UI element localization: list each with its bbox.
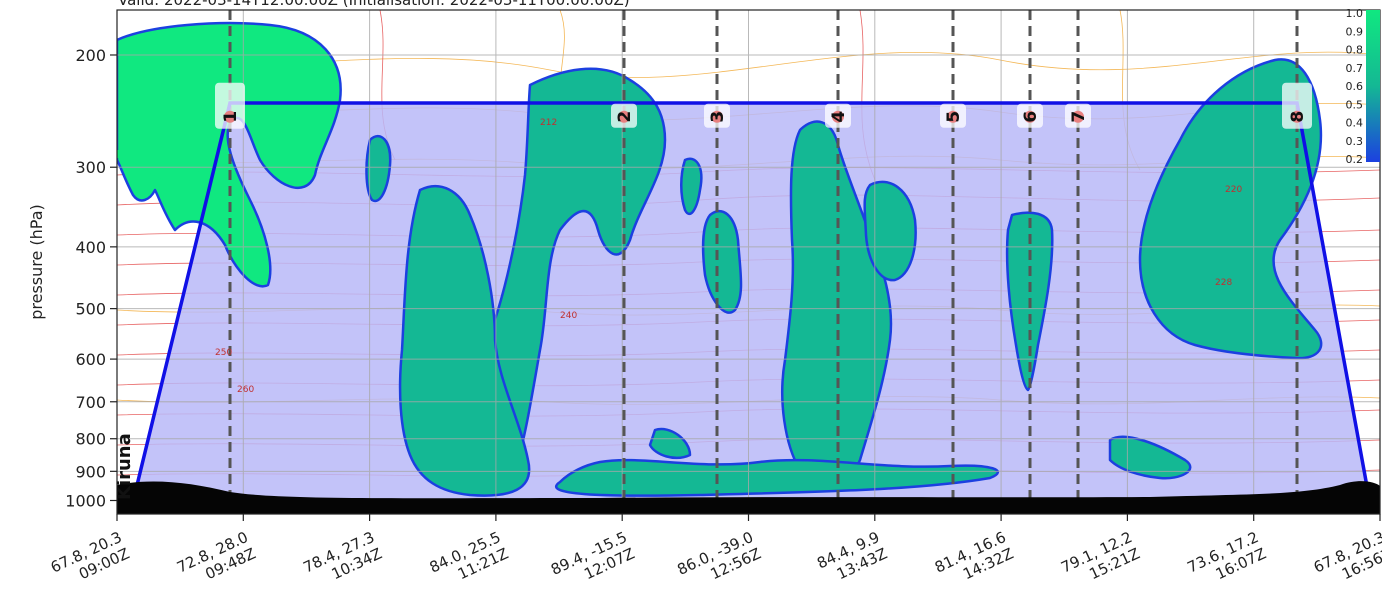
y-axis: 200 300 400 500 600 700 800 900 1000	[65, 46, 117, 510]
contour-label: 250	[215, 348, 232, 358]
contour-label: 260	[237, 385, 254, 395]
y-axis-label: pressure (hPa)	[27, 204, 46, 320]
x-tick-label: 89.4, -15.512:07Z	[548, 528, 637, 583]
colorbar-gradient	[1366, 10, 1380, 162]
waypoint-markers: 1 2 3 4 5 6 7 8	[215, 82, 1312, 129]
flight-path	[128, 101, 1374, 514]
y-tick-label: 300	[75, 158, 106, 177]
waypoint-dot	[224, 110, 236, 123]
colorbar-tick-label: 0.8	[1346, 44, 1364, 57]
waypoint-label[interactable]: 5	[944, 111, 964, 123]
x-tick-label: 73.6, 17.216:07Z	[1185, 528, 1269, 583]
contour-label: 220	[1225, 185, 1242, 195]
y-tick-label: 1000	[65, 491, 106, 510]
x-tick-label: 67.8, 20.309:00Z	[48, 528, 132, 583]
waypoint-dot	[832, 110, 844, 123]
x-tick-label: 79.1, 12.215:21Z	[1058, 528, 1142, 583]
contour-label: 240	[560, 311, 577, 321]
x-tick-label: 84.0, 25.511:21Z	[427, 528, 511, 583]
waypoint-label[interactable]: 7	[1069, 111, 1089, 123]
y-tick-label: 900	[75, 462, 106, 481]
valid-time-header: Valid: 2022-03-14T12:00:00Z (Initialisat…	[118, 0, 630, 9]
waypoint-dot	[1024, 110, 1036, 123]
x-tick-label: 78.4, 27.310:34Z	[300, 528, 384, 583]
ground-terrain	[117, 481, 1380, 514]
x-tick-label: 72.8, 28.009:48Z	[174, 528, 258, 583]
colorbar: 1.0 0.9 0.8 0.7 0.6 0.5 0.4 0.3 0.2	[1346, 7, 1380, 166]
colorbar-tick-label: 0.9	[1346, 25, 1364, 38]
waypoint-label[interactable]: 4	[829, 111, 849, 123]
colorbar-tick-label: 0.6	[1346, 80, 1364, 93]
x-tick-label: 67.8, 20.316:56Z	[1311, 528, 1382, 583]
colorbar-tick-label: 1.0	[1346, 7, 1364, 20]
y-tick-label: 800	[75, 430, 106, 449]
x-tick-label: 86.0, -39.012:56Z	[674, 528, 763, 583]
y-tick-label: 600	[75, 350, 106, 369]
waypoint-label[interactable]: 6	[1021, 111, 1041, 123]
x-axis: 67.8, 20.309:00Z 72.8, 28.009:48Z 78.4, 27…	[48, 514, 1382, 583]
contour-label: 212	[540, 118, 557, 128]
waypoint-dot	[618, 110, 630, 123]
y-tick-label: 200	[75, 46, 106, 65]
waypoint-label[interactable]: 3	[708, 111, 728, 123]
waypoint-dot	[1072, 110, 1084, 123]
colorbar-tick-label: 0.7	[1346, 62, 1364, 75]
y-tick-label: 700	[75, 393, 106, 412]
colorbar-tick-label: 0.3	[1346, 135, 1364, 148]
colorbar-tick-label: 0.2	[1346, 153, 1364, 166]
waypoint-label[interactable]: 8	[1288, 111, 1308, 123]
waypoint-dot	[711, 110, 723, 123]
waypoint-dot	[1291, 110, 1303, 123]
departure-label: Kiruna	[114, 433, 135, 500]
colorbar-tick-label: 0.5	[1346, 98, 1364, 111]
y-tick-label: 500	[75, 300, 106, 319]
waypoint-badge	[1282, 82, 1312, 129]
colorbar-tick-label: 0.4	[1346, 117, 1364, 130]
waypoint-label[interactable]: 1	[221, 111, 241, 123]
waypoint-badge	[215, 82, 245, 129]
contour-label: 228	[1215, 278, 1232, 288]
y-tick-label: 400	[75, 238, 106, 257]
x-tick-label: 81.4, 16.614:32Z	[932, 528, 1016, 583]
x-tick-label: 84.4, 9.913:43Z	[814, 528, 890, 583]
waypoint-label[interactable]: 2	[615, 111, 635, 123]
waypoint-dot	[947, 110, 959, 123]
